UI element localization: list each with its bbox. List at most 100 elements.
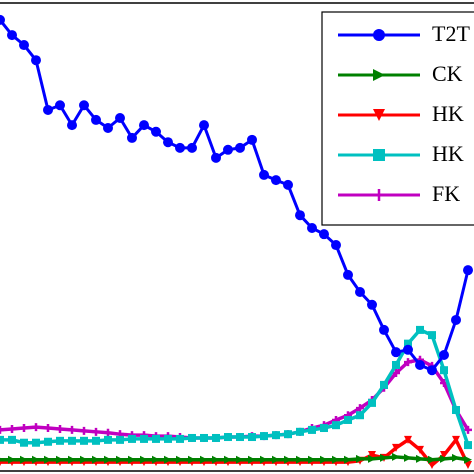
marker — [308, 425, 316, 434]
legend-label: T2T — [432, 21, 470, 46]
marker — [55, 100, 65, 111]
marker — [188, 455, 196, 464]
marker — [20, 455, 28, 464]
series-line — [0, 438, 470, 467]
series-line — [0, 455, 469, 462]
marker — [260, 455, 268, 464]
marker — [332, 421, 340, 430]
marker — [356, 454, 364, 463]
marker — [296, 455, 304, 464]
marker — [404, 435, 412, 444]
marker — [295, 210, 305, 221]
marker — [68, 425, 76, 434]
marker — [0, 435, 4, 444]
marker — [440, 366, 448, 375]
marker — [200, 433, 208, 442]
marker — [428, 331, 436, 340]
legend-label: CK — [432, 61, 463, 86]
marker — [7, 30, 17, 41]
marker — [44, 437, 52, 446]
marker — [151, 126, 161, 137]
marker — [200, 455, 208, 464]
marker — [344, 415, 352, 424]
marker — [68, 436, 76, 445]
marker — [116, 435, 124, 444]
marker — [8, 424, 16, 433]
marker — [404, 339, 412, 348]
marker — [247, 134, 257, 145]
marker — [307, 222, 317, 233]
marker — [139, 120, 149, 131]
marker — [356, 404, 364, 413]
marker — [187, 142, 197, 153]
marker — [103, 122, 113, 133]
marker — [452, 406, 460, 415]
marker — [416, 445, 424, 454]
marker — [8, 435, 16, 444]
marker — [104, 428, 112, 437]
marker — [271, 175, 281, 186]
marker — [248, 433, 256, 442]
marker — [199, 120, 209, 131]
marker — [331, 240, 341, 251]
marker — [0, 14, 5, 25]
marker — [223, 144, 233, 155]
marker — [79, 100, 89, 111]
marker — [373, 149, 385, 161]
marker — [463, 265, 473, 276]
marker — [464, 460, 472, 469]
marker — [392, 452, 400, 461]
marker — [31, 55, 41, 66]
marker — [211, 152, 221, 163]
marker — [373, 29, 385, 41]
marker — [188, 433, 196, 442]
marker — [428, 460, 436, 469]
series-line — [0, 358, 470, 440]
marker — [19, 40, 29, 51]
marker — [224, 433, 232, 442]
series-line — [0, 18, 470, 372]
marker — [116, 455, 124, 464]
marker — [296, 427, 304, 436]
marker — [380, 380, 388, 389]
marker — [68, 455, 76, 464]
marker — [464, 455, 472, 464]
marker — [368, 454, 376, 463]
marker — [343, 269, 353, 280]
marker — [163, 137, 173, 148]
marker — [80, 426, 88, 435]
marker — [356, 411, 364, 420]
marker — [451, 314, 461, 325]
marker — [236, 433, 244, 442]
marker — [440, 451, 448, 460]
marker — [175, 142, 185, 153]
marker — [104, 455, 112, 464]
marker — [373, 189, 385, 201]
marker — [283, 179, 293, 190]
marker — [379, 324, 389, 335]
marker — [284, 455, 292, 464]
marker — [152, 455, 160, 464]
marker — [380, 453, 388, 462]
marker — [43, 104, 53, 115]
marker — [439, 350, 449, 361]
marker — [32, 438, 40, 447]
marker — [392, 369, 400, 378]
marker — [115, 113, 125, 124]
marker — [32, 423, 40, 432]
marker — [56, 436, 64, 445]
marker — [260, 432, 268, 441]
marker — [164, 434, 172, 443]
marker — [440, 454, 448, 463]
marker — [8, 455, 16, 464]
marker — [367, 299, 377, 310]
marker — [415, 359, 425, 370]
marker — [235, 142, 245, 153]
series-line — [0, 328, 470, 446]
marker — [80, 455, 88, 464]
plot-area — [0, 14, 473, 469]
marker — [56, 455, 64, 464]
marker — [259, 169, 269, 180]
